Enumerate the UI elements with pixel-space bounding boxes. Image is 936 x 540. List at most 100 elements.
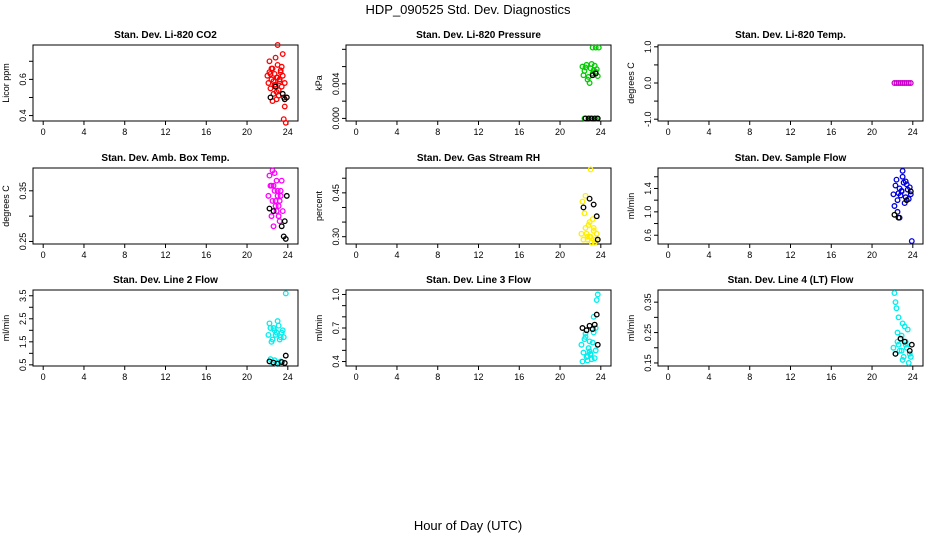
data-point-primary <box>268 65 275 72</box>
y-tick-label: 1.0 <box>643 206 653 219</box>
data-point-primary <box>585 345 592 352</box>
panel-title: Stan. Dev. Line 4 (LT) Flow <box>728 275 854 286</box>
data-point-primary <box>275 322 282 329</box>
data-point-secondary <box>593 311 600 318</box>
data-point-primary <box>898 347 905 354</box>
x-tick-label: 20 <box>867 250 877 260</box>
data-point-primary <box>268 213 275 220</box>
data-point-primary <box>890 191 897 198</box>
data-point-secondary <box>282 352 289 359</box>
x-tick-label: 12 <box>473 127 483 137</box>
x-tick-label: 16 <box>826 127 836 137</box>
x-tick-label: 4 <box>706 372 711 382</box>
data-point-primary <box>584 233 591 240</box>
x-tick-label: 12 <box>473 250 483 260</box>
panel-9: Stan. Dev. Line 4 (LT) Flow 0 4 8 12 16 20 24 0.… <box>626 275 924 382</box>
data-point-primary <box>906 350 913 357</box>
y-tick-label: 0.25 <box>643 324 653 342</box>
x-tick-label: 12 <box>473 372 483 382</box>
x-tick-label: 20 <box>555 127 565 137</box>
y-axis-label: ml/min <box>626 193 636 220</box>
y-axis-label: degrees C <box>626 62 636 104</box>
data-point-primary <box>892 182 899 189</box>
x-tick-label: 12 <box>785 250 795 260</box>
x-tick-label: 16 <box>201 250 211 260</box>
x-tick-label: 20 <box>242 127 252 137</box>
data-point-primary <box>586 338 593 345</box>
panel-title: Stan. Dev. Li-820 Pressure <box>416 30 541 41</box>
plot-frame <box>32 167 299 245</box>
y-tick-label: 2.5 <box>18 313 28 326</box>
data-point-secondary <box>586 322 593 329</box>
data-point-primary <box>579 198 586 205</box>
data-point-secondary <box>591 321 598 328</box>
y-tick-label: 0.6 <box>18 73 28 86</box>
data-point-primary <box>895 341 902 348</box>
x-tick-label: 12 <box>160 372 170 382</box>
data-point-primary <box>266 172 273 179</box>
plot-frame <box>345 167 612 245</box>
data-point-secondary <box>895 214 902 221</box>
x-tick-label: 0 <box>666 372 671 382</box>
data-point-secondary <box>593 213 600 220</box>
y-tick-label: 0.0 <box>643 77 653 90</box>
x-tick-label: 4 <box>81 372 86 382</box>
data-point-secondary <box>586 195 593 202</box>
panel-title: Stan. Dev. Sample Flow <box>735 153 847 164</box>
data-point-primary <box>591 239 598 246</box>
figure-title: HDP_090525 Std. Dev. Diagnostics <box>365 2 571 17</box>
data-point-primary <box>904 326 911 333</box>
data-point-primary <box>898 187 905 194</box>
plot-frame <box>657 44 924 122</box>
x-tick-label: 16 <box>826 250 836 260</box>
data-point-primary <box>584 357 591 364</box>
data-point-primary <box>584 236 591 243</box>
data-point-primary <box>278 177 285 184</box>
data-point-primary <box>892 299 899 306</box>
data-point-secondary <box>283 94 290 101</box>
data-point-primary <box>265 80 272 86</box>
plot-frame <box>345 289 612 367</box>
data-point-primary <box>267 85 274 92</box>
x-tick-label: 16 <box>201 372 211 382</box>
data-point-primary <box>270 223 277 230</box>
y-tick-label: 0.35 <box>18 182 28 200</box>
y-axis-label: Licor ppm <box>1 63 11 103</box>
x-tick-label: 20 <box>242 250 252 260</box>
data-point-primary <box>898 332 905 339</box>
data-point-primary <box>900 353 907 360</box>
data-point-primary <box>278 83 285 90</box>
y-tick-label: -1.0 <box>643 111 653 127</box>
data-point-primary <box>590 227 597 234</box>
data-point-primary <box>593 297 600 304</box>
y-axis-label: ml/min <box>314 315 324 342</box>
data-point-primary <box>894 338 901 345</box>
y-tick-label: 0.000 <box>331 107 341 130</box>
data-point-primary <box>902 341 909 348</box>
data-point-secondary <box>594 115 601 122</box>
data-point-primary <box>281 103 288 110</box>
y-tick-label: 0.7 <box>331 322 341 335</box>
x-tick-label: 24 <box>283 372 293 382</box>
data-point-primary <box>595 44 602 51</box>
y-tick-label: 3.5 <box>18 289 28 302</box>
plot-frame <box>657 289 924 367</box>
y-tick-label: 0.35 <box>643 293 653 311</box>
x-tick-label: 24 <box>283 127 293 137</box>
data-point-secondary <box>892 350 899 357</box>
data-point-secondary <box>901 338 908 345</box>
data-point-primary <box>590 329 597 336</box>
x-tick-label: 20 <box>867 372 877 382</box>
data-point-primary <box>586 219 593 226</box>
data-point-primary <box>905 360 912 366</box>
data-point-primary <box>274 74 281 81</box>
data-point-primary <box>578 230 585 237</box>
data-point-primary <box>890 344 897 351</box>
x-tick-label: 24 <box>908 127 918 137</box>
x-tick-label: 8 <box>435 127 440 137</box>
data-point-primary <box>908 238 915 245</box>
panel-8: Stan. Dev. Line 3 Flow 0 4 8 12 16 20 24 0.4 0.7 1… <box>314 275 612 382</box>
data-point-primary <box>894 208 901 215</box>
data-point-secondary <box>592 70 599 77</box>
data-point-secondary <box>282 235 289 242</box>
